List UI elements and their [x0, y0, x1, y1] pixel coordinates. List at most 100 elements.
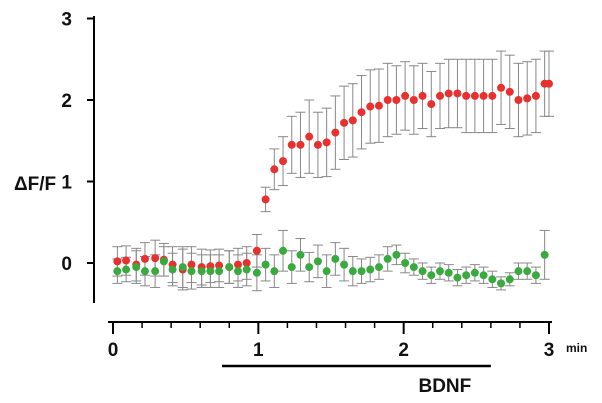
red-series-point [488, 91, 497, 100]
green-series-point [427, 271, 436, 280]
error-bars [112, 50, 554, 292]
red-series-point [418, 91, 427, 100]
green-series-point [331, 254, 340, 263]
green-series-point [225, 263, 234, 272]
green-series-point [178, 263, 187, 272]
red-series-point [348, 116, 357, 125]
green-series-point [340, 260, 349, 269]
green-series-point [168, 265, 177, 274]
green-series-point [132, 263, 141, 272]
green-series-point [436, 267, 444, 276]
data-points [113, 79, 553, 288]
green-series-point [366, 265, 375, 274]
red-series-point [401, 91, 410, 100]
y-axis-label: ΔF/F [14, 174, 56, 195]
red-series-point [374, 101, 383, 110]
axes: 0 1 2 3 0 1 2 3 [61, 10, 555, 368]
green-series-point [313, 257, 322, 266]
green-series-point [159, 257, 168, 266]
red-series-point [313, 140, 322, 149]
red-series-point [523, 94, 532, 103]
y-tick-label: 1 [61, 173, 72, 194]
y-tick-label: 2 [61, 91, 72, 112]
x-tick-label: 1 [253, 340, 264, 361]
green-series-point [140, 267, 149, 276]
red-series-point [270, 165, 279, 174]
green-series-point [497, 279, 506, 288]
red-series-point [514, 96, 523, 104]
green-series-point [479, 271, 488, 280]
green-series-point [357, 267, 366, 276]
red-series-point [497, 83, 506, 92]
red-series-point [287, 140, 296, 149]
green-series-point [151, 267, 160, 276]
green-series-point [444, 268, 453, 277]
green-series-point [374, 263, 383, 272]
red-series-point [242, 259, 251, 267]
red-series-point [261, 195, 270, 204]
green-series-point [296, 250, 305, 259]
y-tick-label: 0 [61, 254, 72, 275]
green-series-point [409, 263, 418, 272]
red-series-point [545, 79, 553, 88]
green-series-point [113, 267, 122, 276]
red-series-point [215, 261, 224, 270]
red-series-point [340, 118, 349, 127]
green-series-point [531, 271, 540, 280]
green-series-point [514, 267, 523, 276]
green-series-point [505, 275, 514, 284]
green-series-point [401, 259, 410, 267]
red-series-point [296, 140, 305, 149]
red-series-point [233, 260, 242, 269]
green-series-point [470, 268, 479, 277]
red-series-point [357, 108, 366, 117]
green-series-point [215, 267, 224, 276]
red-series-point [305, 132, 314, 141]
green-series-point [206, 267, 215, 276]
green-series-point [453, 273, 462, 282]
red-series-point [444, 89, 453, 98]
green-series-point [197, 267, 206, 276]
red-series-point [383, 96, 392, 104]
red-series-point [187, 260, 196, 269]
x-axis-unit: min [566, 341, 587, 355]
green-series-point [488, 275, 497, 284]
x-tick-label: 2 [398, 340, 409, 361]
green-series-point [392, 250, 401, 259]
red-series-point [113, 257, 122, 266]
green-series-point [242, 265, 251, 274]
green-series-point [418, 267, 427, 276]
green-series-point [279, 246, 288, 255]
green-series-point [322, 267, 331, 276]
red-series-point [151, 254, 160, 263]
green-series-point [348, 267, 357, 276]
red-series-point [505, 87, 514, 96]
red-series-point [279, 157, 288, 166]
red-series-point [436, 91, 444, 100]
green-series-point [252, 268, 261, 277]
x-tick-label: 3 [544, 340, 555, 361]
green-series-point [261, 260, 270, 269]
green-series-point [540, 250, 549, 259]
green-series-point [122, 265, 131, 274]
red-series-point [366, 102, 375, 111]
red-series-point [531, 91, 540, 100]
green-series-point [187, 267, 196, 276]
red-series-point [331, 128, 340, 137]
green-series-point [462, 271, 471, 280]
red-series-point [409, 96, 418, 104]
green-series-point [383, 254, 392, 263]
stimulus-label: BDNF [418, 376, 471, 397]
red-series-point [392, 96, 401, 104]
red-series-point [252, 246, 261, 255]
green-series-point [523, 267, 532, 276]
red-series-point [427, 100, 436, 109]
green-series-point [287, 263, 296, 272]
x-tick-label: 0 [108, 340, 119, 361]
red-series-point [462, 91, 471, 100]
green-series-point [233, 267, 242, 276]
red-series-point [140, 254, 149, 263]
red-series-point [479, 91, 488, 100]
labels: ΔF/F min BDNF [14, 174, 587, 397]
